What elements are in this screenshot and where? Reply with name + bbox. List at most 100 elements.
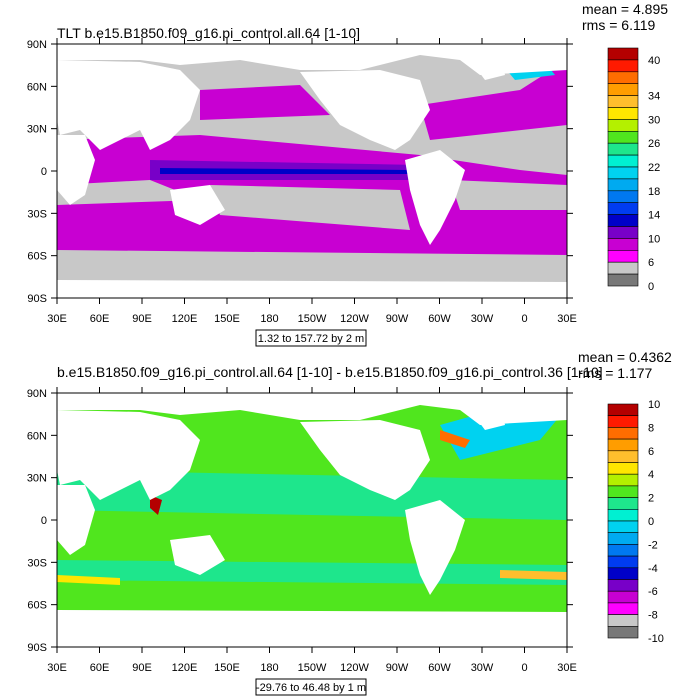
x-tick-label: 120W xyxy=(340,662,369,674)
x-tick-label: 30E xyxy=(47,662,67,674)
greenland xyxy=(470,55,505,80)
range-note-box-bottom xyxy=(255,678,367,696)
y-tick-label: 90S xyxy=(27,293,47,305)
y-tick-label: 90N xyxy=(27,39,47,51)
x-tick-label: 90E xyxy=(132,313,152,325)
x-tick-label: 90W xyxy=(386,662,409,674)
colorbar-swatch xyxy=(607,178,639,192)
range-note-bottom: -29.76 to 46.48 by 1 m xyxy=(256,682,366,694)
colorbar-label: -8 xyxy=(648,610,658,622)
colorbar-swatch xyxy=(607,154,639,168)
colorbar-swatch xyxy=(607,427,639,440)
x-tick-label: 30E xyxy=(557,662,577,674)
panel-top-mean: mean = 4.895 xyxy=(582,1,668,17)
colorbar-swatch xyxy=(607,415,639,428)
x-tick-label: 30E xyxy=(47,313,67,325)
atlantic-gyre xyxy=(450,180,567,210)
arctic-land xyxy=(57,393,567,425)
colorbar-swatch xyxy=(607,131,639,144)
y-tick-label: 30N xyxy=(27,124,47,136)
colorbar-label: -4 xyxy=(648,563,658,575)
colorbar-swatch xyxy=(607,438,639,452)
colorbar-label: 0 xyxy=(648,281,654,293)
y-tick-label: 60S xyxy=(27,251,47,263)
pacific-gyre xyxy=(210,185,410,230)
colorbar-swatch xyxy=(607,462,639,475)
colorbar-bottom: 10 8 6 4 2 0 -2 -4 -6 -8 -10 xyxy=(607,399,664,645)
colorbar-swatch xyxy=(607,71,639,85)
panel-bottom-rms: rms = 1.177 xyxy=(578,365,653,381)
panel-bottom-mean: mean = 0.4362 xyxy=(578,349,672,365)
colorbar-label: -6 xyxy=(648,586,658,598)
colorbar-label: 40 xyxy=(648,55,660,67)
x-tick-label: 90E xyxy=(132,662,152,674)
x-tick-label: 0 xyxy=(521,662,527,674)
colorbar-swatch xyxy=(607,119,639,132)
x-tick-label: 60E xyxy=(90,313,110,325)
panel-top: TLT b.e15.B1850.f09_g16.pi_control.all.6… xyxy=(27,1,668,347)
africa xyxy=(57,135,95,205)
colorbar-swatch xyxy=(607,403,639,416)
colorbar-label: -2 xyxy=(648,539,658,551)
colorbar-label: 10 xyxy=(648,233,660,245)
colorbar-label: 4 xyxy=(648,469,654,481)
colorbar-swatch xyxy=(607,555,639,569)
x-tick-label: 30W xyxy=(471,313,494,325)
y-tick-label: 90S xyxy=(27,642,47,654)
colorbar-swatch xyxy=(607,614,639,627)
panel-top-title: TLT b.e15.B1850.f09_g16.pi_control.all.6… xyxy=(57,25,360,41)
colorbar-swatch xyxy=(607,250,639,263)
colorbar-label: 6 xyxy=(648,446,654,458)
panel-bottom-title: b.e15.B1850.f09_g16.pi_control.all.64 [1… xyxy=(57,364,603,380)
colorbar-swatch xyxy=(607,520,639,533)
map-bottom xyxy=(57,393,567,647)
colorbar-swatch xyxy=(607,450,639,463)
x-tick-label: 150W xyxy=(298,662,327,674)
north-pacific xyxy=(200,85,330,120)
x-tick-label: 30W xyxy=(471,662,494,674)
eurasia xyxy=(57,60,200,150)
colorbar-swatch xyxy=(607,602,639,615)
antarctica xyxy=(57,280,567,298)
colorbar-swatch xyxy=(607,214,639,227)
colorbar-label: 10 xyxy=(648,399,660,411)
colorbar-swatch xyxy=(607,261,639,275)
colorbar-swatch xyxy=(607,107,639,120)
panel-bottom: b.e15.B1850.f09_g16.pi_control.all.64 [1… xyxy=(27,349,672,696)
australia xyxy=(170,535,225,575)
maritime-continent-hot xyxy=(150,495,162,515)
map-bottom-ticks xyxy=(51,387,573,653)
north-america xyxy=(300,420,430,500)
map-top-ticks xyxy=(51,38,573,304)
colorbar-swatch xyxy=(607,202,639,215)
north-atlantic xyxy=(420,60,567,140)
x-tick-label: 180 xyxy=(260,662,278,674)
colorbar-swatch xyxy=(607,59,639,73)
africa xyxy=(57,485,95,555)
y-tick-label: 60N xyxy=(27,81,47,93)
greenland xyxy=(470,405,505,430)
x-tick-label: 180 xyxy=(260,313,278,325)
map-top xyxy=(57,44,567,298)
colorbar-swatch xyxy=(607,238,639,251)
colorbar-label: -10 xyxy=(648,633,664,645)
antarctica xyxy=(57,610,567,647)
arctic-land xyxy=(57,44,567,75)
colorbar-swatch xyxy=(607,83,639,96)
x-tick-label: 60W xyxy=(428,313,451,325)
colorbar-swatch xyxy=(607,190,639,204)
colorbar-swatch xyxy=(607,532,639,545)
colorbar-swatch xyxy=(607,226,639,239)
eurasia xyxy=(57,410,200,500)
range-note-top: 1.32 to 157.72 by 2 m xyxy=(258,333,364,345)
colorbar-label: 14 xyxy=(648,210,660,222)
colorbar-label: 6 xyxy=(648,257,654,269)
y-tick-label: 30S xyxy=(27,557,47,569)
colorbar-label: 18 xyxy=(648,186,660,198)
y-tick-label: 0 xyxy=(41,515,47,527)
colorbar-swatch xyxy=(607,142,639,156)
colorbar-label: 2 xyxy=(648,493,654,505)
colorbar-swatch xyxy=(607,47,639,61)
range-note-box-top xyxy=(255,329,367,347)
colorbar-swatch xyxy=(607,95,639,108)
